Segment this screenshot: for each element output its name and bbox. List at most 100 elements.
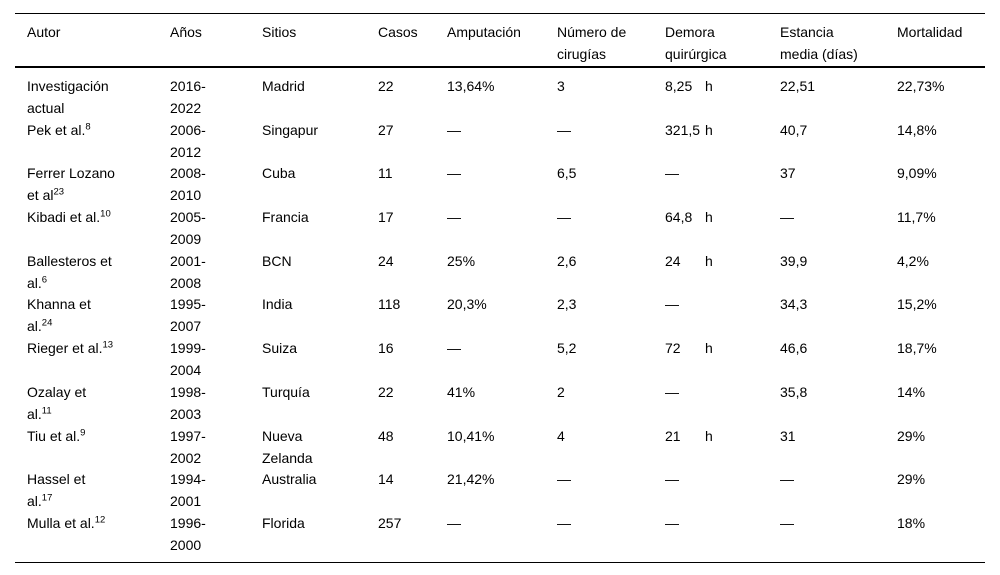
surgeries-count-cell-value: 6,5 (557, 165, 577, 182)
author-cell: Tiu et al.9 (27, 425, 170, 469)
mortality-cell: 22,73% (897, 75, 985, 119)
site-text: Nueva (262, 427, 303, 444)
amputation-cell: 21,42% (447, 468, 557, 512)
mean-stay-cell-value: 40,7 (780, 121, 808, 138)
surgical-delay-cell: 321,5 h (665, 119, 780, 163)
author-name: actual (27, 100, 65, 116)
surgical-delay-cell: 8,25 h (665, 75, 780, 119)
site-line: Cuba (262, 162, 378, 184)
years-cell: 1999- 2004 (170, 337, 262, 381)
amputation-cell-value: — (447, 165, 461, 182)
site-line: Nueva (262, 425, 378, 447)
mean-stay-cell-value: 46,6 (780, 340, 808, 357)
author-line: Ballesteros et (27, 250, 170, 272)
years-line: 1996- (170, 512, 262, 534)
author-line: Investigación (27, 75, 170, 97)
years-line: 2005- (170, 206, 262, 228)
mean-stay-cell-value: — (780, 514, 794, 531)
author-name: Ferrer Lozano (27, 165, 115, 182)
citation-ref: 11 (41, 405, 52, 417)
site-line: BCN (262, 250, 378, 272)
cases-cell-value: 118 (378, 296, 401, 313)
cases-cell-value: 22 (378, 383, 394, 400)
mean-stay-cell-value: 34,3 (780, 296, 808, 313)
years-text: 1995- (170, 296, 206, 313)
years-line: 1998- (170, 381, 262, 403)
author-name: Mulla et al. (27, 514, 95, 531)
mean-stay-cell: 35,8 (780, 381, 897, 425)
amputation-cell: 10,41% (447, 425, 557, 469)
mortality-cell-value: 29% (897, 471, 926, 488)
surgeries-count-cell: — (557, 468, 665, 512)
site-cell: BCN (262, 250, 378, 294)
years-line: 2016- (170, 75, 262, 97)
mean-stay-cell: 40,7 (780, 119, 897, 163)
citation-ref: 13 (102, 339, 114, 351)
author-cell: Kibadi et al.10 (27, 206, 170, 250)
cases-cell: 16 (378, 337, 447, 381)
amputation-cell-value: — (447, 340, 461, 357)
mortality-cell: 29% (897, 468, 985, 512)
column-header-label: Casos (378, 21, 447, 43)
mortality-cell-value: 11,7% (897, 209, 936, 226)
amputation-cell: — (447, 512, 557, 556)
delay-value: — (665, 383, 679, 400)
site-cell: Francia (262, 206, 378, 250)
cases-cell-value: 27 (378, 121, 394, 138)
amputation-cell-value: 13,64% (447, 78, 495, 94)
years-line: 2006- (170, 119, 262, 141)
surgeries-count-cell: — (557, 512, 665, 556)
mortality-cell-value: 18,7% (897, 340, 937, 357)
column-header-text: Amputación (447, 24, 521, 40)
mortality-cell-value: 15,2% (897, 296, 937, 313)
years-text: 1997- (170, 427, 206, 444)
column-header-text: Estancia (780, 24, 834, 40)
author-line: et al23 (27, 184, 170, 206)
site-line: Zelanda (262, 447, 378, 469)
delay-unit-hours: h (705, 209, 713, 226)
mean-stay-cell: 46,6 (780, 337, 897, 381)
surgeries-count-cell-value: 5,2 (557, 340, 577, 357)
site-text: Suiza (262, 340, 298, 357)
author-name: Khanna et (27, 296, 91, 313)
author-line: al.17 (27, 490, 170, 512)
mortality-cell: 18% (897, 512, 985, 556)
column-header-demora: Demora quirúrgica (665, 21, 780, 66)
years-cell: 1997- 2002 (170, 425, 262, 469)
surgeries-count-cell-value: — (557, 514, 571, 531)
cases-cell: 14 (378, 468, 447, 512)
years-line: 2000 (170, 534, 262, 556)
mean-stay-cell: — (780, 468, 897, 512)
delay-value: — (665, 471, 679, 488)
column-header-text: Demora (665, 24, 715, 40)
years-text: 2001- (170, 252, 206, 269)
table-row: Khanna et al.24 1995- 2007 India 118 20,3% 2,3—… (27, 293, 985, 337)
column-header-label: cirugías (557, 43, 665, 65)
years-text: 2016- (170, 78, 206, 94)
site-cell: India (262, 293, 378, 337)
column-header-text: Sitios (262, 24, 297, 40)
site-text: Cuba (262, 165, 296, 182)
years-line: 2008- (170, 162, 262, 184)
citation-ref: 24 (41, 317, 53, 329)
table-row: Investigación actual 2016- 2022 Madrid 22 13,6… (27, 75, 985, 119)
cases-cell: 24 (378, 250, 447, 294)
surgical-delay-cell: 21 h (665, 425, 780, 469)
mean-stay-cell-value: — (780, 471, 794, 488)
mortality-cell: 18,7% (897, 337, 985, 381)
years-cell: 2001- 2008 (170, 250, 262, 294)
column-header-label: Años (170, 21, 262, 43)
mortality-cell-value: 14% (897, 383, 926, 400)
cases-cell-value: 17 (378, 209, 394, 226)
years-line: 2002 (170, 447, 262, 469)
mean-stay-cell-value: 35,8 (780, 383, 808, 400)
mean-stay-cell: 37 (780, 162, 897, 206)
table-row: Pek et al.8 2006- 2012 Singapur 27— —321,5 h 40… (27, 119, 985, 163)
author-line: Hassel et (27, 468, 170, 490)
amputation-cell: 20,3% (447, 293, 557, 337)
mortality-cell-value: 9,09% (897, 165, 937, 182)
cases-cell-value: 14 (378, 471, 394, 488)
delay-value: 8,25 (665, 78, 693, 94)
author-name: Tiu et al. (27, 427, 81, 444)
surgeries-count-cell-value: 2 (557, 383, 565, 400)
